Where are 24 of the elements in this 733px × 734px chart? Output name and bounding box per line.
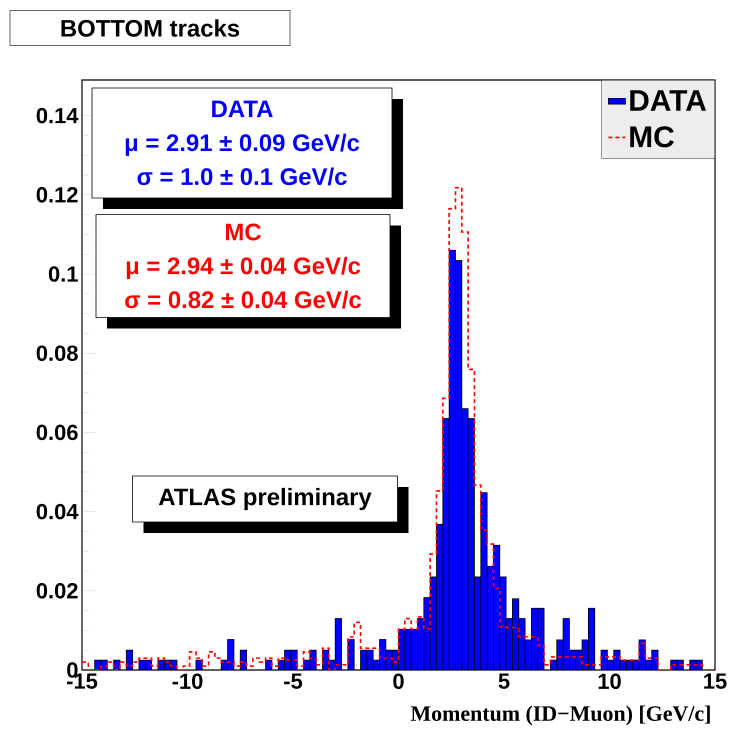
y-tick-label: 0.1 — [48, 266, 78, 282]
y-tick-label: 0.04 — [36, 504, 78, 520]
y-tick-label: 0.12 — [36, 187, 78, 203]
annotation: σ = 1.0 ± 0.1 GeV/c — [137, 168, 347, 186]
x-tick-label: 10 — [598, 674, 621, 690]
y-tick-label: 0.02 — [36, 583, 78, 599]
annotation: ATLAS preliminary — [158, 488, 372, 510]
y-tick-label: 0.06 — [36, 424, 78, 440]
y-tick-label: 0.08 — [36, 345, 78, 361]
annotation: μ = 2.94 ± 0.04 GeV/c — [126, 256, 360, 279]
y-tick-label: 0.14 — [36, 108, 78, 124]
x-tick-label: 5 — [498, 674, 510, 689]
legend-label: DATA — [630, 90, 706, 111]
annotation: μ = 2.91 ± 0.09 GeV/c — [126, 134, 360, 156]
annotation: MC — [226, 224, 261, 240]
annotation: σ = 0.82 ± 0.04 GeV/c — [125, 290, 362, 308]
annotation: DATA — [212, 100, 273, 118]
x-axis-title: Momentum (ID−Muon) [GeV/c] — [410, 706, 710, 726]
x-tick-label: -5 — [284, 674, 302, 689]
x-tick-label: 15 — [704, 674, 727, 689]
x-tick-label: 0 — [393, 674, 404, 690]
x-tick-label: -10 — [172, 674, 202, 690]
legend-label: MC — [630, 126, 674, 148]
chart-title: BOTTOM tracks — [61, 19, 240, 37]
